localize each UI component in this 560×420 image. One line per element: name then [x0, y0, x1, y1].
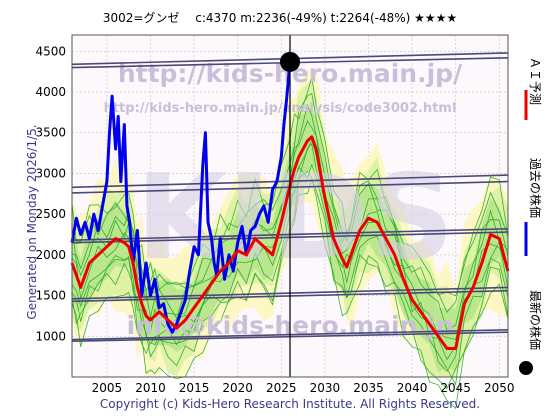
x-tick-label: 2050	[484, 381, 515, 395]
series-layer	[70, 61, 510, 350]
x-tick-label: 2045	[440, 381, 471, 395]
prediction-band	[72, 110, 508, 373]
x-tick-label: 2035	[353, 381, 384, 395]
legend-past-price-label: 過去の株価	[528, 158, 543, 218]
y-axis-ticks: 1000 1500 2000 2500 3000 3500 4000 4500	[35, 44, 66, 343]
y-tick-label: 4500	[35, 44, 66, 58]
legend-ai-forecast-label: ＡＩ予測	[528, 57, 542, 105]
y-tick-label: 1500	[35, 289, 66, 303]
x-tick-label: 2040	[397, 381, 428, 395]
legend-latest-price-label: 最新の株価	[528, 290, 543, 350]
x-tick-label: 2025	[266, 381, 297, 395]
y-tick-label: 4000	[35, 85, 66, 99]
x-tick-label: 2005	[92, 381, 123, 395]
generated-date-label: Generated on Monday 2026/1/5.	[25, 124, 39, 319]
plot-area: KIDS http://kids-hero.main.jp/ http://ki…	[70, 34, 510, 410]
y-tick-label: 2000	[35, 248, 66, 262]
x-tick-label: 2030	[310, 381, 341, 395]
plot-frame	[71, 34, 509, 378]
chart-title: 3002=グンゼ c:4370 m:2236(-49%) t:2264(-48%…	[103, 11, 457, 25]
model-line	[71, 103, 509, 331]
y-tick-label: 2500	[35, 207, 66, 221]
x-tick-label: 2020	[222, 381, 253, 395]
model-line	[71, 177, 509, 410]
y-tick-label: 3000	[35, 166, 66, 180]
model-line	[71, 170, 509, 390]
copyright-footer: Copyright (c) Kids-Hero Research Institu…	[100, 397, 480, 411]
x-axis-ticks: 2005 2010 2015 2020 2025 2030 2035 2040 2045 2050	[92, 381, 515, 395]
model-line	[71, 120, 509, 341]
y-tick-label: 1000	[35, 329, 66, 343]
x-tick-label: 2015	[179, 381, 210, 395]
past-price-line	[70, 61, 292, 334]
latest-price-marker	[280, 51, 300, 72]
x-tick-label: 2010	[135, 381, 166, 395]
legend-latest-price-dot	[519, 361, 533, 375]
ai-forecast-line	[70, 135, 510, 350]
legend: ＡＩ予測 過去の株価 最新の株価	[519, 57, 543, 375]
watermark-page-url: http://kids-hero.main.jp/analysis/code30…	[104, 101, 457, 116]
y-tick-label: 3500	[35, 126, 66, 140]
